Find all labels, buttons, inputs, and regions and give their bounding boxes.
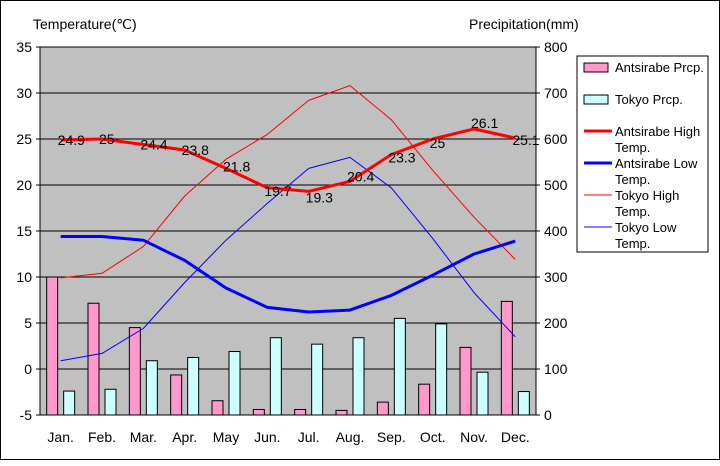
bar-antsirabe-prcp <box>459 346 472 416</box>
bar-tokyo-prcp <box>476 371 489 416</box>
y-right-tick-label: 800 <box>544 39 568 55</box>
data-label-antsirabe-high: 23.3 <box>388 150 415 166</box>
x-tick-label: Apr. <box>172 429 197 445</box>
x-tick-label: Mar. <box>130 429 157 445</box>
y-left-tick-label: 15 <box>16 223 32 239</box>
x-tick-label: Jan. <box>47 429 73 445</box>
bar-antsirabe-prcp <box>128 327 141 416</box>
bar-antsirabe-prcp <box>294 408 307 416</box>
bar-tokyo-prcp <box>145 360 158 416</box>
legend-swatch-tokyo-prcp <box>583 94 609 105</box>
y-left-axis-title: Temperature(℃) <box>33 16 137 32</box>
x-tick-label: Sep. <box>377 429 406 445</box>
x-tick-label: Aug. <box>336 429 365 445</box>
y-right-tick-label: 300 <box>544 269 568 285</box>
bar-antsirabe-prcp <box>211 400 224 416</box>
y-left-tick-label: 5 <box>24 315 32 331</box>
y-left-tick-label: 25 <box>16 131 32 147</box>
y-left-tick-label: 20 <box>16 177 32 193</box>
legend-label: Temp. <box>615 140 650 155</box>
bar-tokyo-prcp <box>269 337 282 416</box>
bar-antsirabe-prcp <box>500 300 513 416</box>
legend-label: Antsirabe Prcp. <box>615 60 704 75</box>
legend-label: Temp. <box>615 204 650 219</box>
legend-label: Tokyo Prcp. <box>615 92 683 107</box>
x-tick-label: Feb. <box>88 429 116 445</box>
data-label-antsirabe-high: 25 <box>99 131 115 147</box>
x-tick-label: Nov. <box>460 429 488 445</box>
data-label-antsirabe-high: 21.8 <box>223 158 250 174</box>
y-right-tick-label: 500 <box>544 177 568 193</box>
bar-tokyo-prcp <box>63 390 76 416</box>
data-label-antsirabe-high: 19.7 <box>264 183 291 199</box>
data-label-antsirabe-high: 24.4 <box>140 137 167 153</box>
x-tick-label: Jul. <box>298 429 320 445</box>
data-label-antsirabe-high: 24.9 <box>58 132 85 148</box>
bar-tokyo-prcp <box>187 357 200 416</box>
legend-label: Tokyo Low <box>615 220 677 235</box>
bar-tokyo-prcp <box>228 351 241 416</box>
y-right-tick-label: 700 <box>544 85 568 101</box>
y-right-tick-label: 0 <box>544 407 552 423</box>
bar-antsirabe-prcp <box>376 401 389 416</box>
bar-antsirabe-prcp <box>252 408 265 416</box>
y-right-tick-label: 600 <box>544 131 568 147</box>
bar-antsirabe-prcp <box>46 276 59 416</box>
legend-box <box>576 55 709 253</box>
bar-antsirabe-prcp <box>87 302 100 416</box>
bar-antsirabe-prcp <box>335 409 348 416</box>
legend-swatch-antsirabe-prcp <box>583 62 609 73</box>
bar-tokyo-prcp <box>435 323 448 416</box>
bar-antsirabe-prcp <box>418 383 431 416</box>
bar-tokyo-prcp <box>517 391 530 416</box>
y-right-tick-label: 400 <box>544 223 568 239</box>
y-left-tick-label: 0 <box>24 361 32 377</box>
x-tick-label: Dec. <box>501 429 530 445</box>
line-tokyo-high-temp <box>60 85 516 279</box>
line-tokyo-low-temp <box>60 156 516 362</box>
legend-label: Antsirabe Low <box>615 156 698 171</box>
y-left-tick-label: 35 <box>16 39 32 55</box>
legend-label: Antsirabe High <box>615 124 700 139</box>
data-label-antsirabe-high: 20.4 <box>347 168 374 184</box>
data-label-antsirabe-high: 25.1 <box>512 132 539 148</box>
data-label-antsirabe-high: 25 <box>430 135 446 151</box>
bar-tokyo-prcp <box>104 388 117 416</box>
x-tick-label: May <box>213 429 239 445</box>
y-right-tick-label: 200 <box>544 315 568 331</box>
x-tick-label: Jun. <box>254 429 280 445</box>
data-label-antsirabe-high: 23.8 <box>182 142 209 158</box>
legend-label: Temp. <box>615 172 650 187</box>
plot-border <box>39 46 537 416</box>
data-label-antsirabe-high: 19.3 <box>306 189 333 205</box>
line-antsirabe-low-temp <box>60 235 516 314</box>
line-antsirabe-high-temp <box>60 127 516 193</box>
y-left-tick-label: -5 <box>20 407 33 423</box>
y-left-tick-label: 30 <box>16 85 32 101</box>
bar-tokyo-prcp <box>393 317 406 416</box>
y-left-tick-label: 10 <box>16 269 32 285</box>
y-right-axis-title: Precipitation(mm) <box>469 16 579 32</box>
bar-tokyo-prcp <box>311 343 324 416</box>
x-tick-label: Oct. <box>420 429 446 445</box>
legend-label: Tokyo High <box>615 188 679 203</box>
bar-antsirabe-prcp <box>170 374 183 416</box>
y-right-tick-label: 100 <box>544 361 568 377</box>
legend-label: Temp. <box>615 236 650 251</box>
data-label-antsirabe-high: 26.1 <box>471 115 498 131</box>
bar-tokyo-prcp <box>352 337 365 416</box>
